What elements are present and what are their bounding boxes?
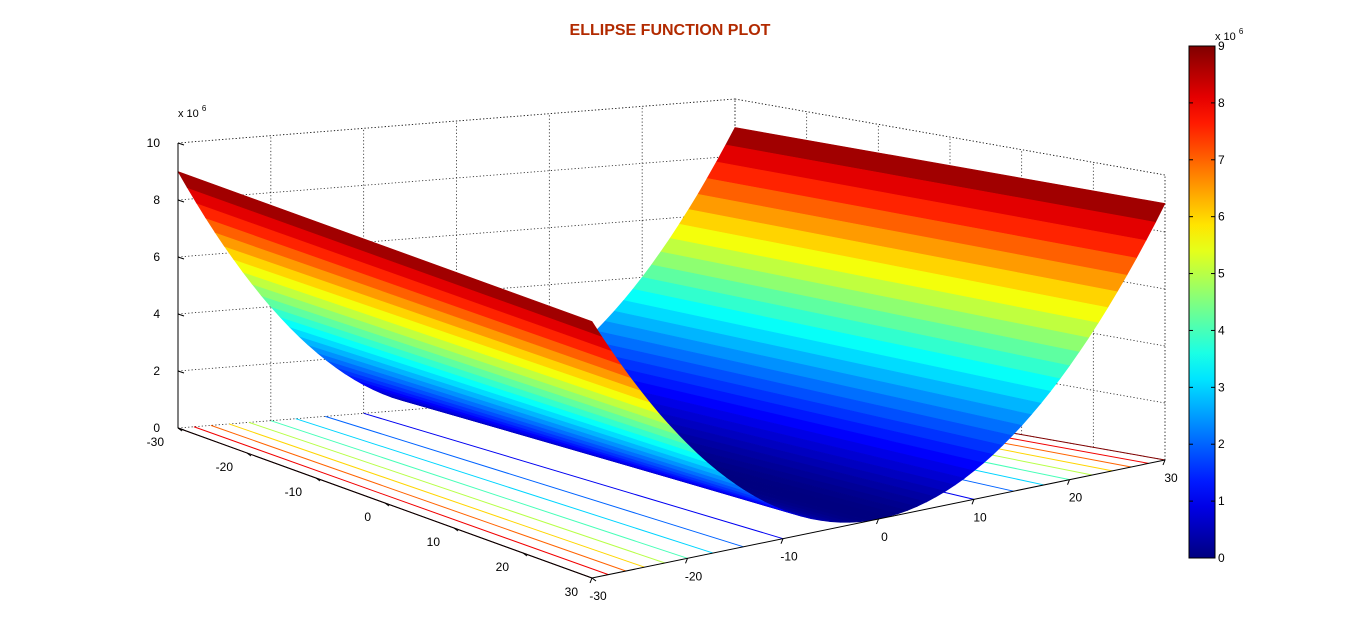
x-tick-mark: [589, 577, 593, 584]
z-tick-label: 6: [153, 250, 160, 264]
z-tick-mark: [177, 256, 185, 260]
z-tick-label: 0: [153, 421, 160, 435]
y-tick-label: -20: [216, 460, 234, 474]
z-tick-mark: [177, 370, 185, 374]
x-tick-label: 30: [1164, 471, 1178, 485]
y-tick-mark: [453, 527, 459, 532]
colorbar-tick-label: 2: [1218, 437, 1225, 451]
y-tick-mark: [522, 552, 528, 557]
colorbar-multiplier: x 10 6: [1215, 27, 1244, 43]
colorbar-tick-label: 0: [1218, 551, 1225, 565]
grid-line: [177, 155, 736, 201]
z-axis-multiplier: x 10 6: [178, 104, 207, 120]
surface-strip: [177, 170, 603, 337]
contour-line: [270, 420, 688, 559]
x-tick-mark: [780, 538, 784, 544]
y-tick-label: 20: [496, 560, 510, 574]
contour-line: [248, 421, 666, 564]
y-tick-mark: [591, 577, 597, 582]
colorbar-tick-label: 5: [1218, 267, 1225, 281]
contour-line: [210, 424, 626, 572]
x-tick-mark: [1162, 459, 1166, 466]
x-tick-label: 10: [973, 510, 987, 524]
z-tick-label: 8: [153, 193, 160, 207]
colorbar-tick-label: 7: [1218, 153, 1225, 167]
y-tick-mark: [315, 477, 321, 482]
x-tick-label: -10: [780, 550, 798, 564]
x-tick-label: -30: [589, 589, 607, 603]
z-tick-mark: [177, 313, 185, 317]
y-tick-label: 30: [565, 585, 579, 599]
z-tick-label: 4: [153, 307, 160, 321]
contour-line: [228, 423, 645, 568]
x-tick-label: 20: [1069, 491, 1083, 505]
z-tick-mark: [177, 199, 185, 203]
contour-line: [325, 415, 744, 548]
x-tick-mark: [685, 558, 688, 564]
colorbar-tick-label: 3: [1218, 380, 1225, 394]
y-tick-label: 10: [427, 535, 441, 549]
z-tick-label: 10: [147, 136, 161, 150]
x-tick-label: -20: [685, 569, 703, 583]
y-tick-mark: [384, 502, 390, 507]
colorbar-tick-label: 9: [1218, 39, 1225, 53]
colorbar-tick-label: 1: [1218, 494, 1225, 508]
z-tick-mark: [177, 142, 185, 146]
chart-title: ELLIPSE FUNCTION PLOT: [570, 22, 771, 39]
y-tick-mark: [246, 452, 252, 457]
colorbar-tick-label: 6: [1218, 210, 1225, 224]
grid-line: [734, 98, 1166, 176]
x-tick-mark: [1067, 479, 1070, 485]
y-tick-mark: [177, 427, 183, 432]
contour-line: [363, 412, 784, 540]
contour-line: [295, 418, 714, 554]
grid-line: [177, 98, 736, 144]
contour-line: [193, 426, 609, 576]
colorbar-tick-label: 4: [1218, 323, 1225, 337]
y-tick-label: -30: [147, 435, 165, 449]
z-tick-label: 2: [153, 364, 160, 378]
x-tick-label: 0: [881, 530, 888, 544]
y-tick-label: -10: [285, 485, 303, 499]
y-tick-label: 0: [364, 510, 371, 524]
grid-line: [177, 212, 736, 258]
colorbar: [1188, 45, 1216, 559]
x-tick-mark: [876, 518, 879, 525]
x-tick-mark: [971, 499, 975, 505]
colorbar-tick-label: 8: [1218, 96, 1225, 110]
